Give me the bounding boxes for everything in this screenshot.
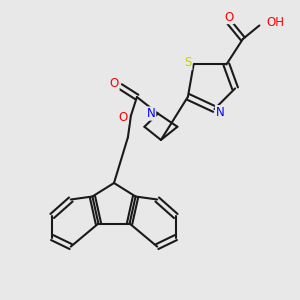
Text: O: O: [225, 11, 234, 24]
Text: N: N: [215, 106, 224, 118]
Text: O: O: [110, 77, 119, 90]
Text: N: N: [147, 107, 156, 120]
Text: OH: OH: [266, 16, 284, 29]
Text: S: S: [184, 56, 192, 70]
Text: O: O: [119, 111, 128, 124]
